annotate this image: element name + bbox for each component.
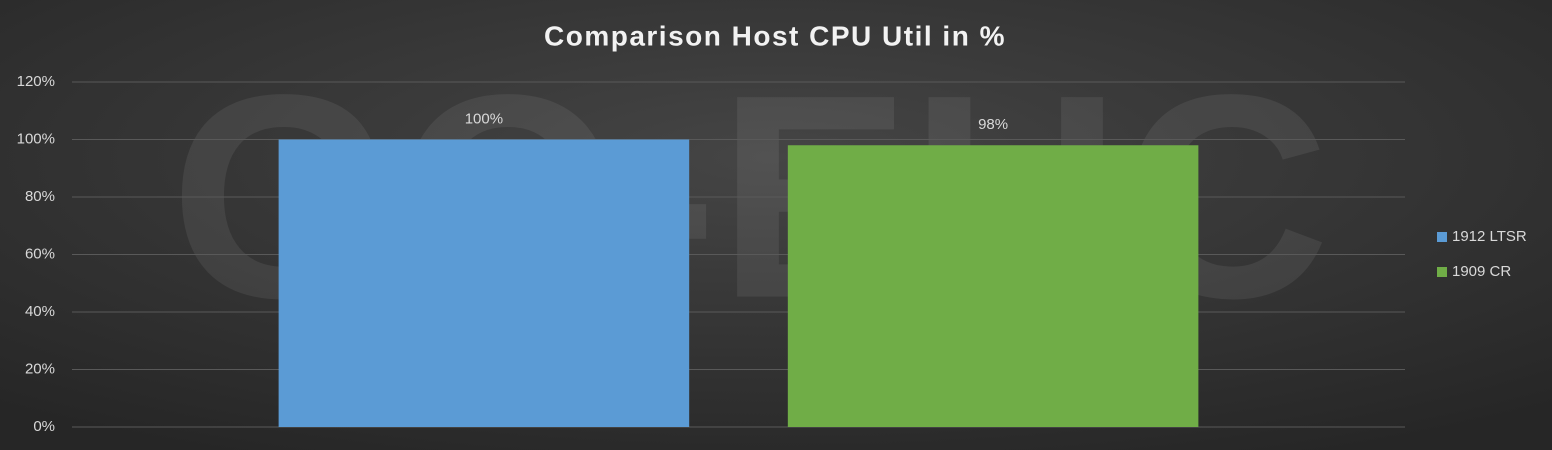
y-tick-label: 40% bbox=[25, 303, 55, 320]
bar bbox=[787, 145, 1199, 427]
y-tick-label: 0% bbox=[33, 418, 55, 435]
legend-label: 1912 LTSR bbox=[1452, 228, 1527, 245]
y-tick-label: 60% bbox=[25, 245, 55, 262]
y-tick-label: 80% bbox=[25, 188, 55, 205]
legend-swatch bbox=[1437, 232, 1447, 242]
data-label: 100% bbox=[465, 110, 503, 127]
chart-title: Comparison Host CPU Util in % bbox=[544, 20, 1006, 51]
legend-label: 1909 CR bbox=[1452, 263, 1511, 280]
bar bbox=[278, 139, 690, 427]
legend-swatch bbox=[1437, 267, 1447, 277]
y-tick-label: 20% bbox=[25, 360, 55, 377]
y-tick-label: 120% bbox=[17, 73, 55, 90]
y-tick-label: 100% bbox=[17, 130, 55, 147]
data-label: 98% bbox=[978, 116, 1008, 133]
